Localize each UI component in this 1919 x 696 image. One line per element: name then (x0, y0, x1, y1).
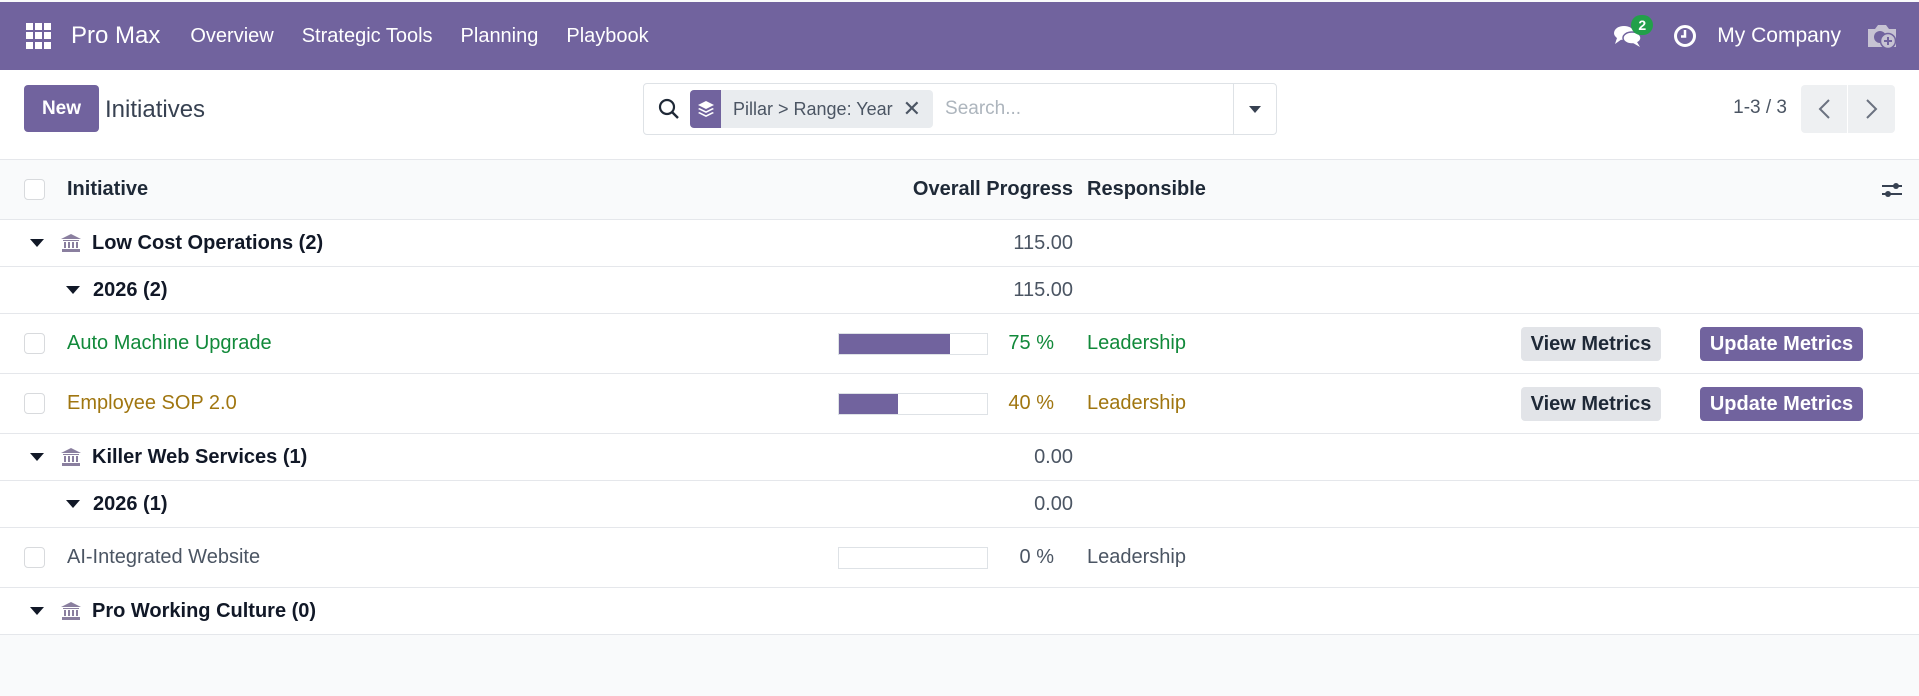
optional-columns-icon[interactable] (1881, 180, 1903, 200)
group-label: Low Cost Operations (2) (92, 231, 324, 254)
row-checkbox[interactable] (24, 547, 45, 568)
progress-bar (838, 547, 988, 569)
pager-next-button[interactable] (1848, 85, 1895, 133)
caret-down-icon (30, 607, 44, 615)
subgroup-row[interactable]: 2026 (2) 115.00 (0, 267, 1919, 314)
caret-down-icon (1249, 105, 1261, 113)
clock-icon[interactable] (1673, 24, 1697, 48)
table-row[interactable]: Auto Machine Upgrade 75 % Leadership Vie… (0, 314, 1919, 374)
initiative-name[interactable]: Auto Machine Upgrade (67, 332, 272, 354)
systray: 2 My Company (1613, 15, 1919, 51)
subgroup-total: 115.00 (1013, 278, 1073, 301)
search-options-toggle[interactable] (1233, 84, 1276, 134)
column-overall-progress[interactable]: Overall Progress (912, 178, 1073, 200)
caret-down-icon (66, 286, 80, 294)
facet-label: Pillar > Range: Year (733, 98, 893, 119)
responsible: Leadership (1087, 546, 1186, 568)
search-icon[interactable] (658, 98, 680, 120)
view-metrics-button[interactable]: View Metrics (1521, 387, 1661, 421)
column-responsible[interactable]: Responsible (1087, 178, 1206, 200)
company-switcher[interactable]: My Company (1717, 24, 1841, 47)
subgroup-row[interactable]: 2026 (1) 0.00 (0, 481, 1919, 528)
row-checkbox[interactable] (24, 333, 45, 354)
group-by-layers-icon (690, 90, 721, 128)
progress-percent: 40 % (1008, 392, 1054, 414)
chevron-left-icon (1818, 99, 1830, 119)
camera-plus-icon[interactable] (1865, 21, 1899, 51)
remove-facet-icon[interactable]: ✕ (902, 96, 922, 121)
bank-icon (61, 448, 81, 466)
group-label: Pro Working Culture (0) (92, 599, 317, 622)
pager-buttons (1801, 85, 1895, 133)
row-checkbox[interactable] (24, 393, 45, 414)
group-row[interactable]: Low Cost Operations (2) 115.00 (0, 220, 1919, 267)
page-title: Initiatives (105, 96, 206, 123)
progress-bar (838, 333, 988, 355)
progress-percent: 0 % (1019, 546, 1054, 568)
responsible: Leadership (1087, 392, 1186, 414)
column-initiative[interactable]: Initiative (67, 178, 149, 200)
subgroup-label: 2026 (2) (93, 278, 168, 301)
bank-icon (61, 602, 81, 620)
group-total: 115.00 (1013, 231, 1073, 254)
table-row[interactable]: Employee SOP 2.0 40 % Leadership View Me… (0, 374, 1919, 434)
initiatives-list: Initiative Overall Progress Responsible … (0, 160, 1919, 635)
messages-button[interactable]: 2 (1613, 15, 1654, 49)
messages-badge: 2 (1631, 15, 1654, 35)
select-all-checkbox[interactable] (24, 179, 45, 200)
menu-planning[interactable]: Planning (460, 24, 539, 47)
initiative-name[interactable]: Employee SOP 2.0 (67, 392, 237, 414)
bank-icon (61, 234, 81, 252)
top-navbar: Pro Max Overview Strategic Tools Plannin… (0, 2, 1919, 70)
pager-value[interactable]: 1-3 / 3 (1733, 97, 1787, 118)
control-panel: New Initiatives Pillar > Range: Year ✕ 1… (0, 70, 1919, 160)
chat-icon (1614, 26, 1643, 47)
app-brand[interactable]: Pro Max (71, 22, 161, 49)
search-facet: Pillar > Range: Year ✕ (690, 90, 934, 128)
menu-strategic-tools[interactable]: Strategic Tools (301, 24, 433, 47)
menu-playbook[interactable]: Playbook (566, 24, 649, 47)
group-row[interactable]: Pro Working Culture (0) (0, 588, 1919, 635)
search-bar: Pillar > Range: Year ✕ (643, 83, 1277, 135)
group-label: Killer Web Services (1) (92, 445, 308, 468)
subgroup-total: 0.00 (1034, 492, 1073, 515)
initiative-name[interactable]: AI-Integrated Website (67, 546, 261, 568)
app-grid-icon[interactable] (26, 23, 52, 49)
update-metrics-button[interactable]: Update Metrics (1700, 387, 1863, 421)
new-button[interactable]: New (24, 85, 99, 132)
progress-percent: 75 % (1008, 332, 1054, 354)
search-input[interactable] (945, 98, 1216, 120)
responsible: Leadership (1087, 332, 1186, 354)
progress-bar (838, 393, 988, 415)
caret-down-icon (30, 239, 44, 247)
table-row[interactable]: AI-Integrated Website 0 % Leadership (0, 528, 1919, 588)
group-total: 0.00 (1034, 445, 1073, 468)
subgroup-label: 2026 (1) (93, 492, 168, 515)
pager-previous-button[interactable] (1801, 85, 1848, 133)
caret-down-icon (30, 453, 44, 461)
chevron-right-icon (1865, 99, 1877, 119)
main-menu: Overview Strategic Tools Planning Playbo… (190, 25, 676, 48)
caret-down-icon (66, 500, 80, 508)
view-metrics-button[interactable]: View Metrics (1521, 327, 1661, 361)
list-header: Initiative Overall Progress Responsible (0, 160, 1919, 220)
group-row[interactable]: Killer Web Services (1) 0.00 (0, 434, 1919, 481)
update-metrics-button[interactable]: Update Metrics (1700, 327, 1863, 361)
menu-overview[interactable]: Overview (190, 24, 274, 47)
